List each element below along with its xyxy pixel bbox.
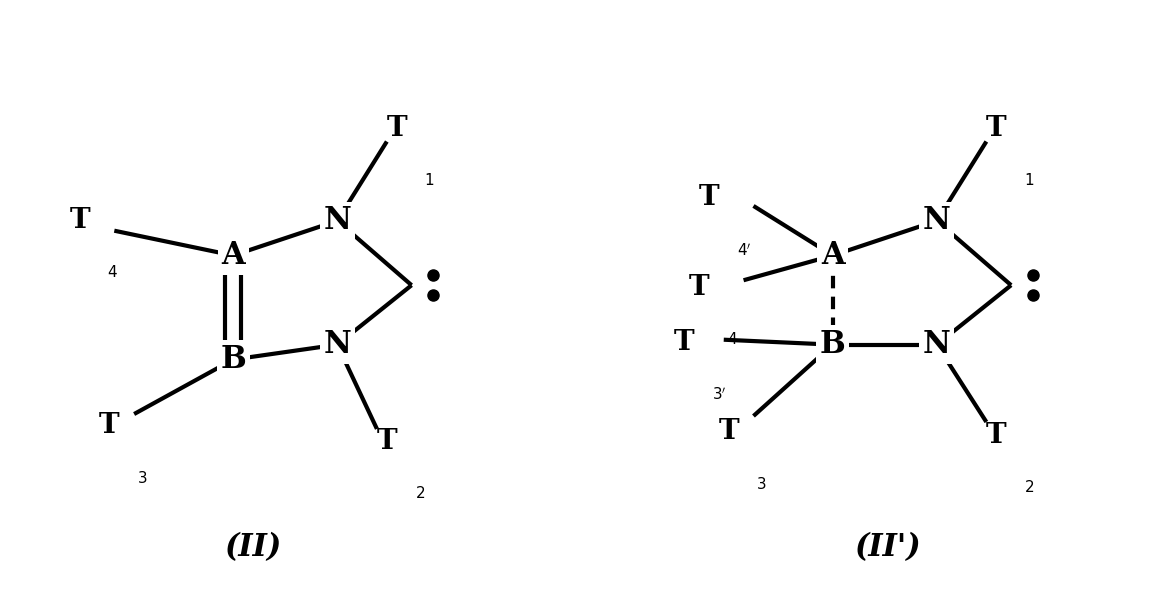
Text: $_4$: $_4$ [727,325,738,347]
Text: $_2$: $_2$ [1024,474,1035,496]
Text: N: N [324,205,351,236]
Text: $_3$: $_3$ [757,469,767,491]
Text: $_4$: $_4$ [108,258,118,280]
Text: T: T [718,418,739,445]
Text: (II): (II) [224,533,282,563]
Text: T: T [377,428,398,455]
Text: N: N [923,205,951,236]
Text: T: T [699,184,719,212]
Text: T: T [673,329,694,356]
Text: T: T [689,274,710,301]
Text: T: T [386,115,407,142]
Text: T: T [69,207,90,234]
Text: A: A [222,240,245,271]
Text: A: A [821,240,845,271]
Text: N: N [324,329,351,360]
Text: B: B [221,344,246,375]
Text: $_{3'}$: $_{3'}$ [712,380,726,402]
Text: N: N [923,329,951,360]
Text: $_2$: $_2$ [414,480,425,501]
Text: (II'): (II') [854,533,921,563]
Text: T: T [986,115,1006,142]
Text: $_1$: $_1$ [1024,166,1035,188]
Text: $_{4'}$: $_{4'}$ [737,236,752,258]
Text: $_3$: $_3$ [137,464,148,486]
Text: B: B [820,329,846,360]
Text: $_1$: $_1$ [425,166,435,188]
Text: T: T [986,423,1006,450]
Text: T: T [99,413,120,440]
